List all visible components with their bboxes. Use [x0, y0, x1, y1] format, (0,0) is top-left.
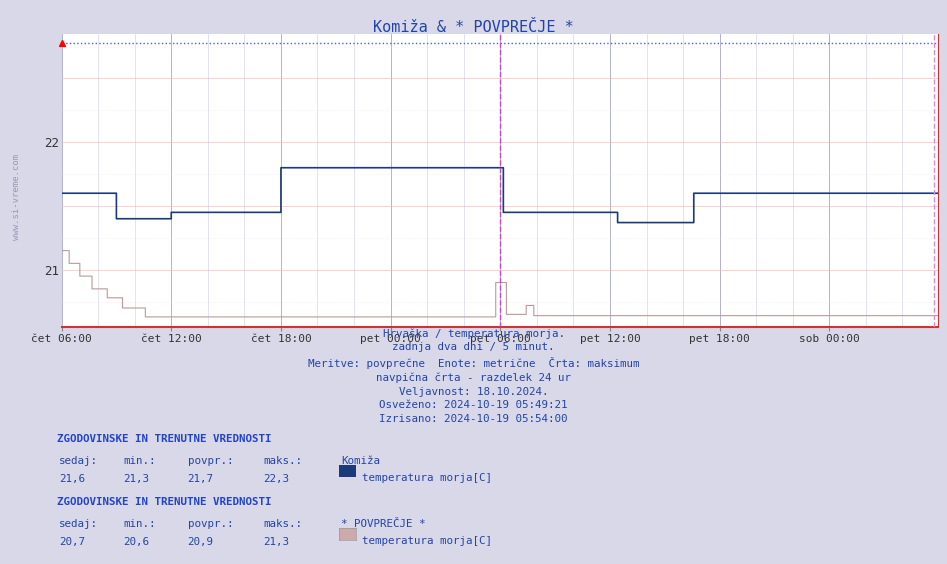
Text: Komiža & * POVPREČJE *: Komiža & * POVPREČJE *	[373, 20, 574, 35]
Text: povpr.:: povpr.:	[188, 519, 233, 529]
Text: www.si-vreme.com: www.si-vreme.com	[12, 155, 22, 240]
Text: Hrvaška / temperatura morja.
zadnja dva dni / 5 minut.
Meritve: povprečne  Enote: Hrvaška / temperatura morja. zadnja dva …	[308, 328, 639, 424]
Text: ZGODOVINSKE IN TRENUTNE VREDNOSTI: ZGODOVINSKE IN TRENUTNE VREDNOSTI	[57, 497, 272, 508]
Text: Komiža: Komiža	[341, 456, 380, 466]
Text: maks.:: maks.:	[263, 456, 302, 466]
Text: 21,7: 21,7	[188, 474, 213, 484]
Text: 21,6: 21,6	[59, 474, 84, 484]
Text: 21,3: 21,3	[123, 474, 149, 484]
Text: temperatura morja[C]: temperatura morja[C]	[362, 473, 491, 483]
Text: ZGODOVINSKE IN TRENUTNE VREDNOSTI: ZGODOVINSKE IN TRENUTNE VREDNOSTI	[57, 434, 272, 444]
Text: min.:: min.:	[123, 456, 155, 466]
Text: sedaj:: sedaj:	[59, 456, 98, 466]
Text: min.:: min.:	[123, 519, 155, 529]
Text: 22,3: 22,3	[263, 474, 289, 484]
Text: 20,6: 20,6	[123, 537, 149, 547]
Text: temperatura morja[C]: temperatura morja[C]	[362, 536, 491, 546]
Text: povpr.:: povpr.:	[188, 456, 233, 466]
Text: 20,7: 20,7	[59, 537, 84, 547]
Text: maks.:: maks.:	[263, 519, 302, 529]
Text: sedaj:: sedaj:	[59, 519, 98, 529]
Text: 20,9: 20,9	[188, 537, 213, 547]
Text: 21,3: 21,3	[263, 537, 289, 547]
Text: * POVPREČJE *: * POVPREČJE *	[341, 519, 425, 529]
